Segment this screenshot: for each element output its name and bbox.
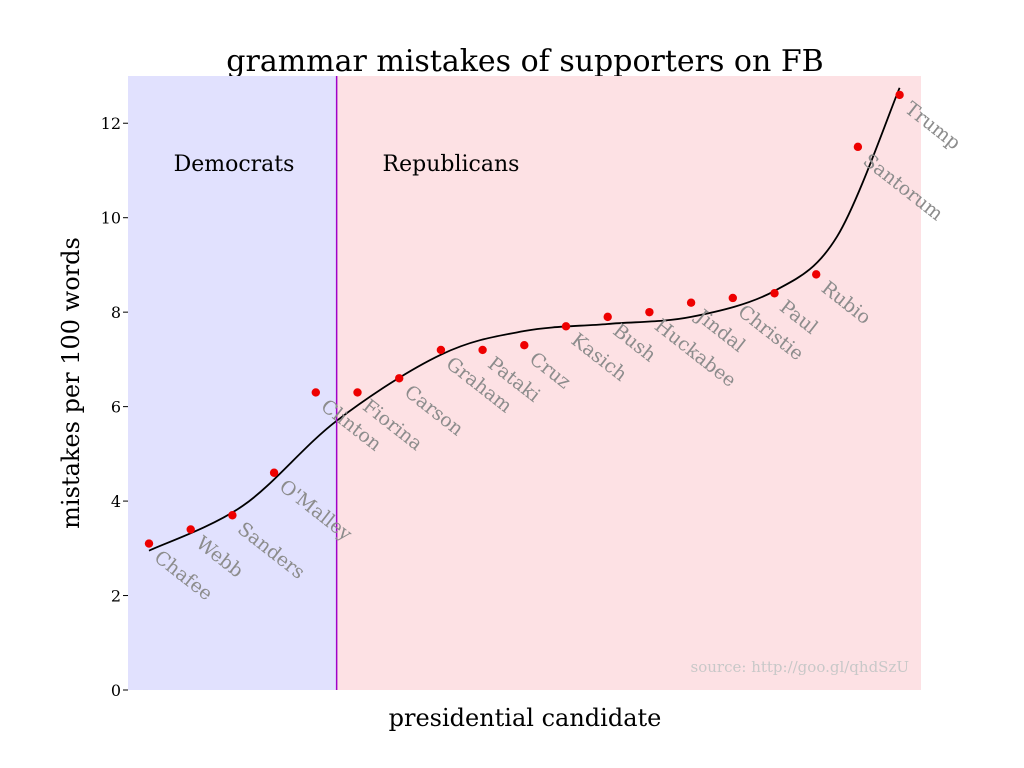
data-points bbox=[144, 90, 904, 548]
x-axis-label: presidential candidate bbox=[389, 704, 662, 732]
y-tick-label: 2 bbox=[111, 587, 121, 606]
data-point-trump bbox=[895, 90, 904, 100]
y-tick-label: 6 bbox=[111, 398, 121, 417]
y-tick-label: 4 bbox=[111, 492, 121, 511]
region-democrats bbox=[128, 76, 337, 690]
data-point-fiorina bbox=[353, 388, 362, 397]
y-tick-label: 0 bbox=[111, 681, 121, 700]
data-point-rubio bbox=[812, 270, 821, 279]
data-point-clinton bbox=[311, 388, 320, 397]
source-note: source: http://goo.gl/qhdSzU bbox=[691, 658, 909, 676]
data-point-carson bbox=[395, 374, 404, 383]
trend-line bbox=[148, 87, 901, 552]
y-axis-label: mistakes per 100 words bbox=[57, 237, 85, 529]
y-tick-label: 10 bbox=[101, 209, 121, 228]
data-point-graham bbox=[436, 345, 446, 355]
region-label-republicans: Republicans bbox=[383, 152, 520, 177]
y-tick-label: 8 bbox=[111, 303, 121, 322]
data-point-omalley bbox=[269, 468, 279, 477]
y-tick-label: 12 bbox=[101, 114, 121, 133]
data-point-kasich bbox=[561, 322, 571, 331]
region-republicans bbox=[336, 76, 921, 690]
data-point-huckabee bbox=[645, 307, 654, 317]
data-point-chafee bbox=[144, 539, 154, 548]
data-point-christie bbox=[728, 293, 737, 303]
region-label-democrats: Democrats bbox=[174, 152, 295, 177]
data-point-bush bbox=[603, 312, 612, 322]
data-point-webb bbox=[186, 525, 195, 534]
data-point-paul bbox=[770, 289, 779, 298]
chart-title: grammar mistakes of supporters on FB bbox=[226, 44, 823, 79]
trend-line-group bbox=[148, 87, 901, 552]
data-point-sanders bbox=[228, 511, 237, 520]
data-point-santorum bbox=[853, 142, 863, 152]
data-point-jindal bbox=[686, 298, 696, 307]
data-point-pataki bbox=[478, 345, 487, 355]
y-axis: 0 2 4 6 8 10 12 bbox=[101, 114, 128, 700]
data-point-cruz bbox=[520, 341, 529, 350]
